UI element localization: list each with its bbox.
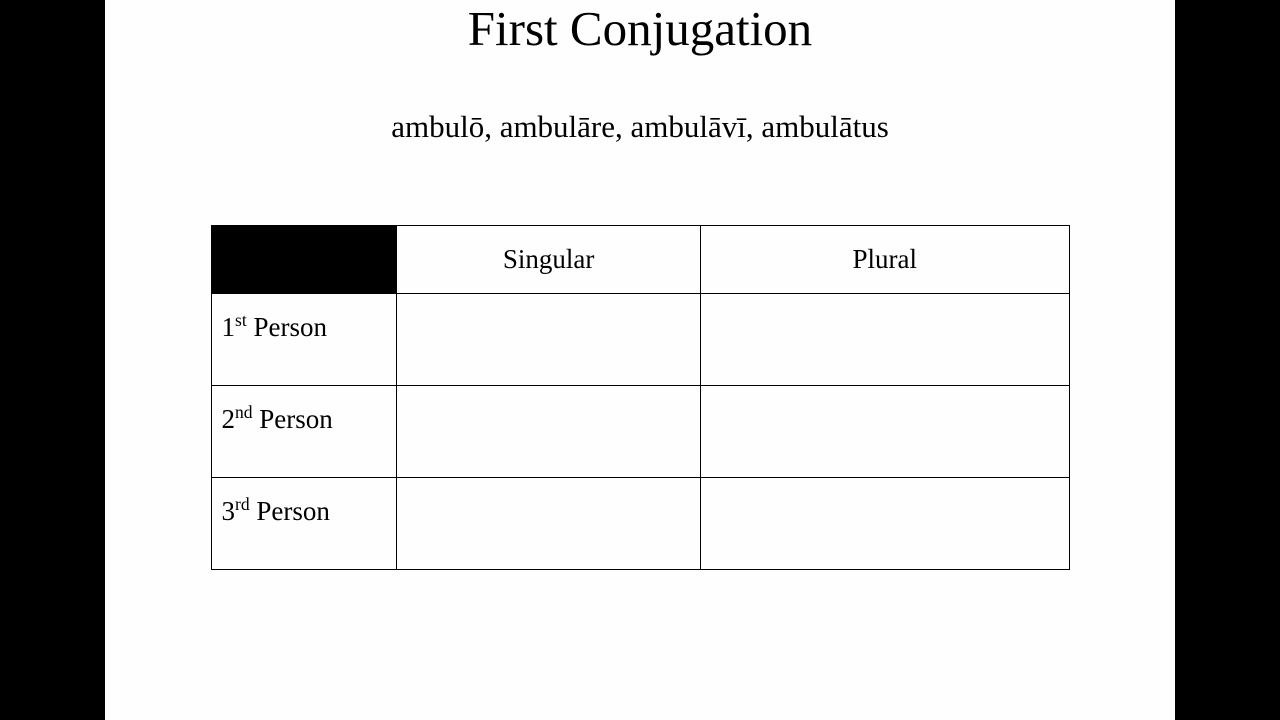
table-row: 2nd Person <box>211 385 1069 477</box>
row-label-2: 2nd Person <box>211 385 397 477</box>
cell-1-plural <box>700 293 1069 385</box>
slide-container: First Conjugation ambulō, ambulāre, ambu… <box>105 0 1175 720</box>
slide-title: First Conjugation <box>105 0 1175 59</box>
slide-subtitle: ambulō, ambulāre, ambulāvī, ambulātus <box>105 109 1175 145</box>
table-corner-cell <box>211 225 397 293</box>
conjugation-table: Singular Plural 1st Person 2nd Person 3r… <box>211 225 1070 570</box>
cell-3-singular <box>397 477 701 569</box>
cell-3-plural <box>700 477 1069 569</box>
table-header-row: Singular Plural <box>211 225 1069 293</box>
table-row: 1st Person <box>211 293 1069 385</box>
row-label-3: 3rd Person <box>211 477 397 569</box>
cell-2-plural <box>700 385 1069 477</box>
column-header-plural: Plural <box>700 225 1069 293</box>
cell-1-singular <box>397 293 701 385</box>
conjugation-table-wrapper: Singular Plural 1st Person 2nd Person 3r… <box>105 225 1175 570</box>
cell-2-singular <box>397 385 701 477</box>
row-label-1: 1st Person <box>211 293 397 385</box>
table-row: 3rd Person <box>211 477 1069 569</box>
column-header-singular: Singular <box>397 225 701 293</box>
